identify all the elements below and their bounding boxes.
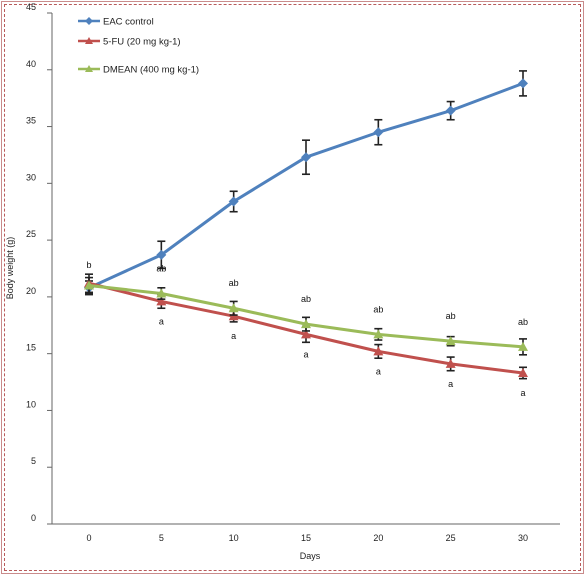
y-tick-label: 10 [26, 399, 36, 409]
data-point [445, 358, 456, 368]
data-point [518, 78, 528, 89]
data-point [156, 249, 167, 260]
data-point [445, 336, 456, 346]
legend-item-2: 5-FU (20 mg kg-1) [78, 37, 181, 48]
significance-label: ab [518, 317, 528, 327]
data-point [301, 152, 311, 163]
significance-label: ab [229, 278, 239, 288]
data-point [301, 319, 311, 329]
y-tick-label: 30 [26, 172, 36, 182]
data-point [156, 296, 167, 306]
legend: EAC control 5-FU (20 mg kg-1) DMEAN (400 m… [78, 17, 199, 76]
y-axis-label: Body weight (g) [5, 237, 15, 300]
series-line [88, 82, 524, 290]
significance-label: a [376, 366, 381, 376]
significance-label: ab [301, 294, 311, 304]
x-tick-label: 5 [159, 533, 164, 543]
data-point [228, 196, 239, 207]
data-point [156, 288, 167, 298]
y-tick-label: 5 [31, 456, 36, 466]
significance-label: a [520, 388, 525, 398]
series-1: b [84, 70, 528, 296]
significance-label: b [86, 260, 91, 270]
significance-label: a [303, 349, 308, 359]
y-ticks: 0 5 10 15 20 25 30 35 40 45 [26, 2, 52, 525]
data-point [301, 329, 311, 339]
legend-swatch-marker [85, 17, 93, 25]
legend-swatch-marker [85, 65, 93, 72]
x-tick-label: 25 [446, 533, 456, 543]
x-tick-label: 15 [301, 533, 311, 543]
data-point [518, 341, 528, 351]
y-tick-label: 20 [26, 286, 36, 296]
data-point [445, 105, 456, 116]
legend-item-3: DMEAN (400 mg kg-1) [78, 65, 199, 76]
y-tick-label: 25 [26, 229, 36, 239]
significance-label: a [231, 331, 236, 341]
data-point [373, 127, 384, 138]
significance-label: a [448, 379, 453, 389]
x-tick-label: 20 [373, 533, 383, 543]
data-point [373, 329, 384, 339]
y-tick-label: 40 [26, 59, 36, 69]
legend-swatch-marker [85, 37, 93, 44]
y-tick-label: 0 [31, 513, 36, 523]
legend-label: DMEAN (400 mg kg-1) [103, 65, 199, 76]
data-point [228, 303, 239, 313]
axes [51, 13, 560, 525]
data-point [518, 367, 528, 377]
series-2: a a a a a a [84, 273, 528, 398]
significance-label: ab [156, 263, 166, 273]
y-tick-label: 45 [26, 2, 36, 12]
significance-label: ab [446, 311, 456, 321]
chart-inner-frame [4, 4, 581, 571]
legend-item-1: EAC control [78, 17, 154, 28]
y-tick-label: 15 [26, 343, 36, 353]
x-ticks: 0 5 10 15 20 25 30 [86, 533, 528, 543]
legend-label: EAC control [103, 17, 154, 28]
y-tick-label: 35 [26, 116, 36, 126]
x-tick-label: 10 [229, 533, 239, 543]
significance-label: a [159, 316, 164, 326]
significance-label: ab [373, 304, 383, 314]
data-point [373, 346, 384, 356]
series-layer: b a a a a a a ab ab ab ab ab ab [84, 70, 528, 398]
data-point [84, 280, 94, 290]
x-axis-label: Days [300, 551, 321, 561]
legend-label: 5-FU (20 mg kg-1) [103, 37, 181, 48]
x-tick-label: 0 [86, 533, 91, 543]
x-tick-label: 30 [518, 533, 528, 543]
